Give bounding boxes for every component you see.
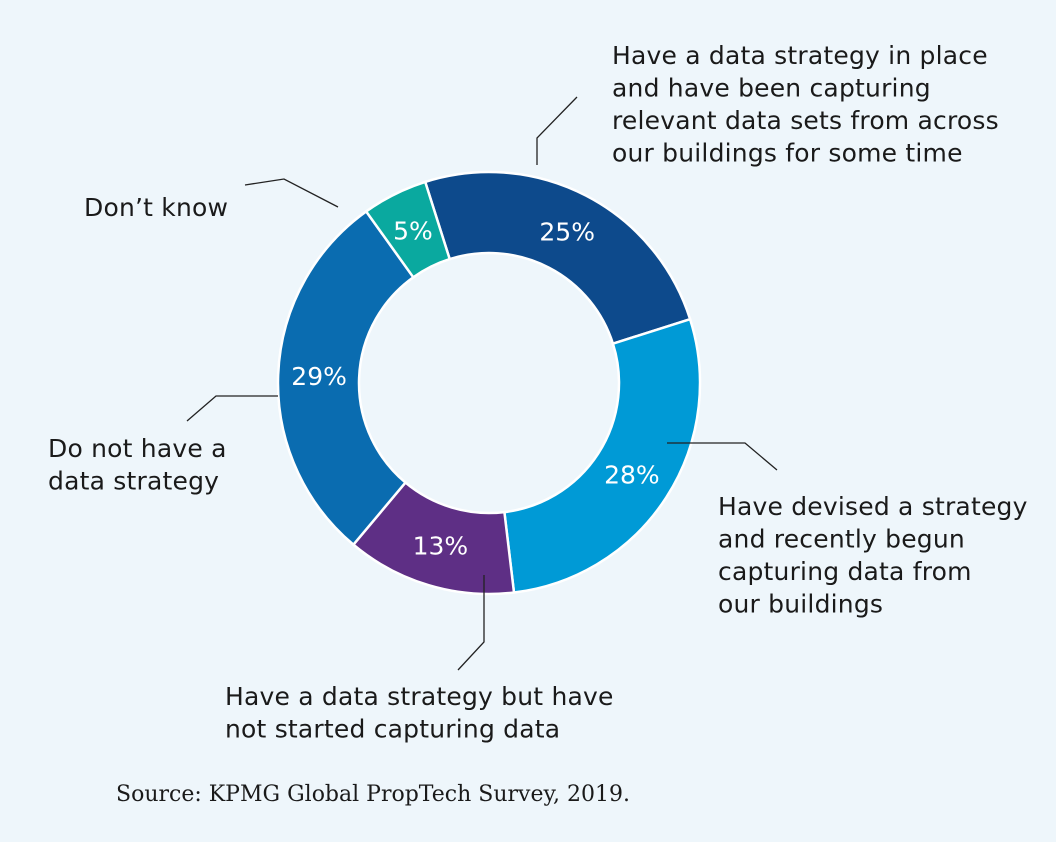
leader-line-not-started	[457, 575, 485, 671]
callout-no-strategy: Do not have a data strategy	[48, 434, 227, 496]
value-labels: 25% 28% 13% 29% 5%	[291, 217, 659, 561]
leader-line-devised-strategy	[667, 442, 778, 471]
slice-no-strategy	[276, 209, 416, 547]
callout-line: Do not have a	[48, 434, 227, 463]
leader-line-dont-know	[244, 178, 339, 208]
callout-line: our buildings for some time	[612, 139, 963, 168]
donut-slices	[276, 170, 702, 596]
callout-line: Have devised a strategy	[718, 492, 1028, 521]
callout-line: relevant data sets from across	[612, 106, 999, 135]
slice-devised-strategy	[503, 317, 702, 594]
value-label-no-strategy: 29%	[291, 362, 347, 391]
leader-lines	[186, 96, 778, 671]
slice-strategy-in-place	[423, 170, 692, 346]
callout-line: and have been capturing	[612, 74, 931, 103]
callout-line: data strategy	[48, 467, 219, 496]
leader-line-strategy-in-place	[536, 96, 578, 165]
callout-line: not started capturing data	[225, 715, 560, 744]
value-label-devised-strategy: 28%	[604, 461, 660, 490]
callout-dont-know: Don’t know	[84, 193, 228, 222]
callout-line: Don’t know	[84, 193, 228, 222]
value-label-not-started: 13%	[413, 531, 469, 560]
source-note: Source: KPMG Global PropTech Survey, 201…	[116, 782, 630, 807]
callout-line: capturing data from	[718, 557, 972, 586]
category-callouts: Have a data strategy in place and have be…	[48, 41, 1028, 744]
callout-line: our buildings	[718, 590, 883, 619]
value-label-strategy-in-place: 25%	[539, 218, 595, 247]
callout-line: Have a data strategy in place	[612, 41, 988, 70]
callout-line: Have a data strategy but have	[225, 682, 614, 711]
leader-line-no-strategy	[186, 395, 278, 422]
callout-not-started: Have a data strategy but have not started…	[225, 682, 614, 744]
callout-line: and recently begun	[718, 525, 965, 554]
slice-dont-know	[364, 180, 452, 280]
donut-chart: 25% 28% 13% 29% 5% Have a data strategy in p…	[48, 41, 1028, 744]
callout-devised-strategy: Have devised a strategy and recently begu…	[718, 492, 1028, 619]
callout-strategy-in-place: Have a data strategy in place and have be…	[612, 41, 999, 168]
value-label-dont-know: 5%	[393, 217, 433, 246]
